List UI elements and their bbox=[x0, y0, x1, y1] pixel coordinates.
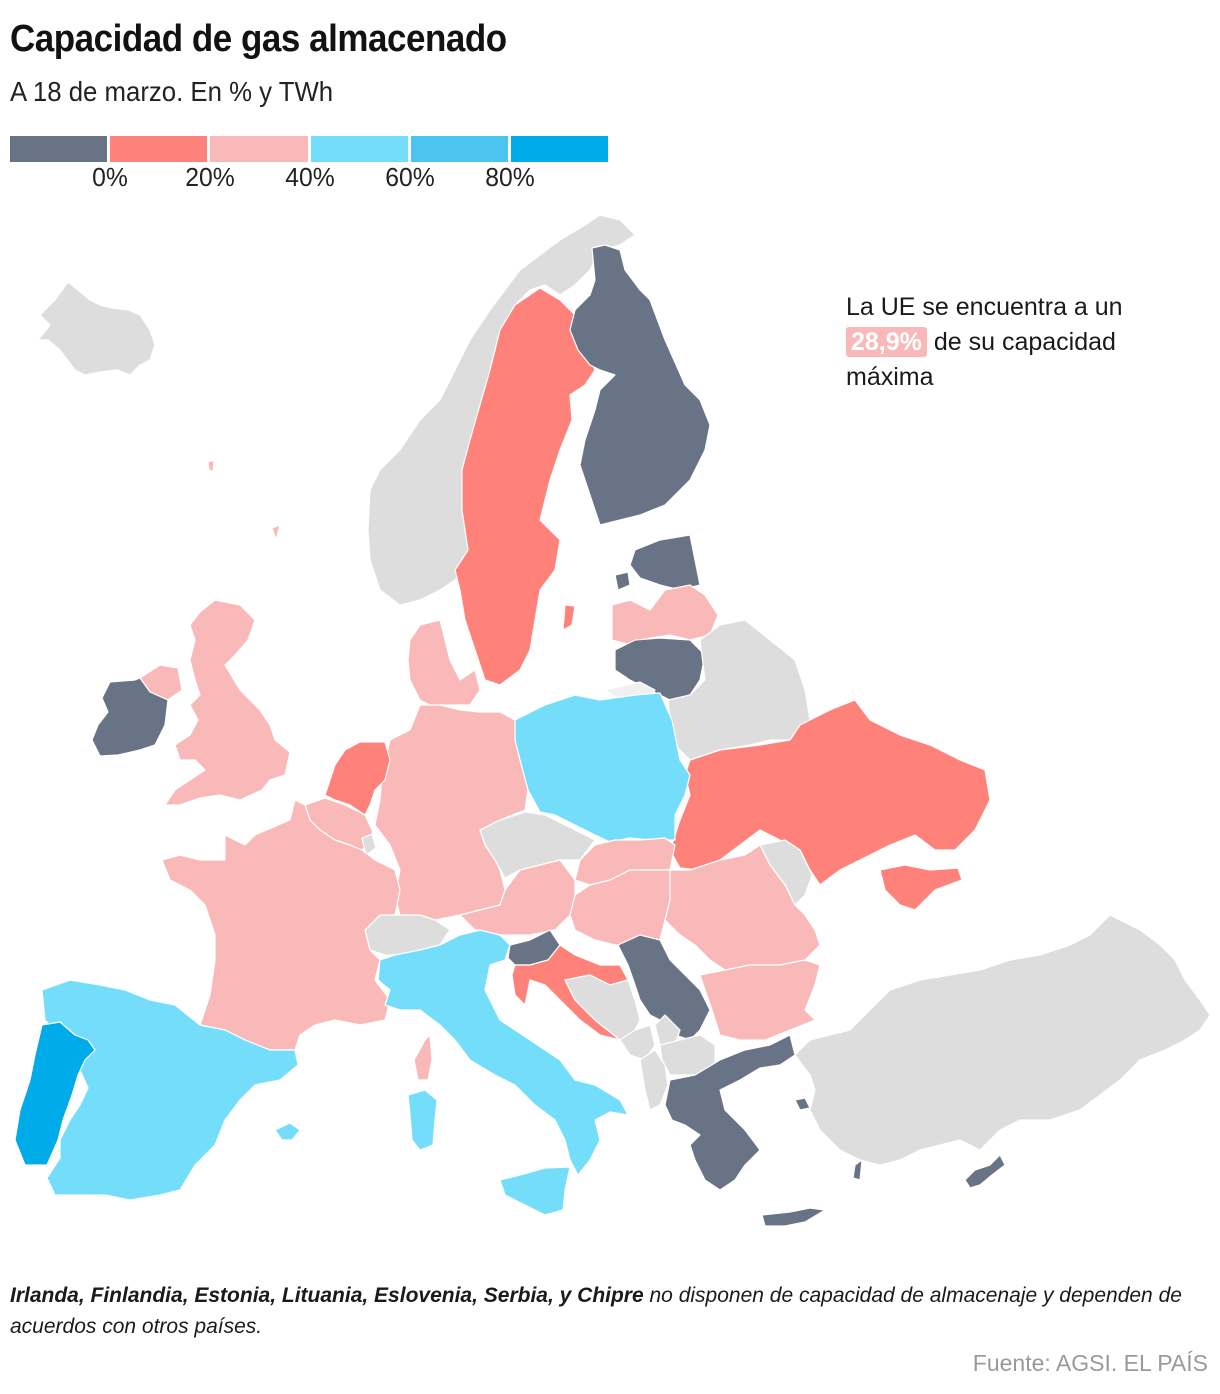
country-kosovo bbox=[654, 1014, 681, 1046]
country-norway bbox=[367, 214, 636, 606]
europe-map bbox=[14, 214, 1211, 1227]
callout-text-before: La UE se encuentra a un bbox=[846, 293, 1123, 321]
legend-swatch-80-100 bbox=[510, 136, 609, 162]
country-uk-orkney bbox=[271, 524, 281, 541]
legend-swatch-no-storage bbox=[10, 136, 108, 162]
country-bosnia bbox=[564, 974, 641, 1041]
footnote-countries: Irlanda, Finlandia, Estonia, Lituania, E… bbox=[10, 1284, 644, 1307]
country-turkey bbox=[794, 914, 1211, 1166]
country-ukraine-crimea bbox=[879, 864, 963, 911]
legend-tick: 0% bbox=[92, 162, 128, 192]
country-switzerland bbox=[364, 914, 451, 956]
country-estonia-islands bbox=[614, 571, 631, 591]
country-france bbox=[161, 799, 401, 1051]
country-greece bbox=[664, 1034, 796, 1191]
country-lithuania bbox=[614, 637, 706, 701]
eu-average-callout: La UE se encuentra a un 28,9% de su capa… bbox=[846, 290, 1166, 395]
eu-average-badge: 28,9% bbox=[846, 327, 927, 357]
country-uk-shetland bbox=[207, 459, 215, 473]
country-italy-sardinia bbox=[407, 1089, 438, 1151]
country-austria bbox=[459, 859, 576, 936]
country-sweden-gotland bbox=[562, 604, 576, 631]
footnote: Irlanda, Finlandia, Estonia, Lituania, E… bbox=[10, 1280, 1210, 1342]
chart-title: Capacidad de gas almacenado bbox=[10, 18, 507, 60]
country-estonia bbox=[629, 534, 701, 591]
country-spain bbox=[41, 979, 299, 1201]
legend-ticks: 0% 20% 40% 60% 80% bbox=[10, 162, 610, 192]
country-uk bbox=[164, 599, 291, 806]
country-greece-crete bbox=[761, 1207, 826, 1227]
country-spain-baleares bbox=[274, 1122, 301, 1141]
country-ireland bbox=[91, 677, 169, 757]
legend-swatch-20-40 bbox=[210, 136, 308, 162]
country-belarus bbox=[667, 619, 811, 761]
country-latvia bbox=[611, 584, 719, 646]
country-denmark bbox=[407, 619, 481, 706]
callout-text-after: de su capacidad máxima bbox=[846, 328, 1116, 391]
country-greece-island bbox=[794, 1097, 811, 1111]
country-serbia bbox=[617, 934, 711, 1041]
legend-tick: 20% bbox=[185, 162, 235, 192]
country-finland bbox=[569, 244, 711, 526]
country-albania bbox=[639, 1049, 669, 1111]
country-montenegro bbox=[619, 1024, 656, 1061]
source-credit: Fuente: AGSI. EL PAÍS bbox=[972, 1350, 1208, 1376]
legend-swatch-0-20 bbox=[110, 136, 208, 162]
legend-tick: 40% bbox=[285, 162, 335, 192]
country-sweden bbox=[454, 287, 596, 686]
country-bulgaria bbox=[699, 959, 821, 1041]
legend-swatch-60-80 bbox=[410, 136, 508, 162]
country-poland bbox=[514, 692, 691, 843]
legend-tick: 60% bbox=[385, 162, 435, 192]
footnote-text: no disponen de capacidad de almacenaje y… bbox=[10, 1284, 1182, 1338]
country-portugal bbox=[14, 1021, 96, 1166]
legend-swatch-40-60 bbox=[310, 136, 408, 162]
country-ukraine bbox=[669, 699, 991, 886]
country-greece-island-2 bbox=[852, 1159, 863, 1181]
legend-tick: 80% bbox=[485, 162, 535, 192]
country-italy bbox=[377, 929, 629, 1176]
country-cyprus bbox=[964, 1154, 1006, 1189]
country-france-corsica bbox=[413, 1034, 433, 1081]
country-netherlands bbox=[324, 741, 391, 816]
color-legend bbox=[10, 136, 609, 162]
country-italy-sicily bbox=[499, 1166, 571, 1216]
chart-subtitle: A 18 de marzo. En % y TWh bbox=[10, 76, 334, 107]
country-luxembourg bbox=[361, 833, 377, 856]
country-romania bbox=[664, 844, 821, 971]
country-iceland bbox=[37, 281, 156, 376]
